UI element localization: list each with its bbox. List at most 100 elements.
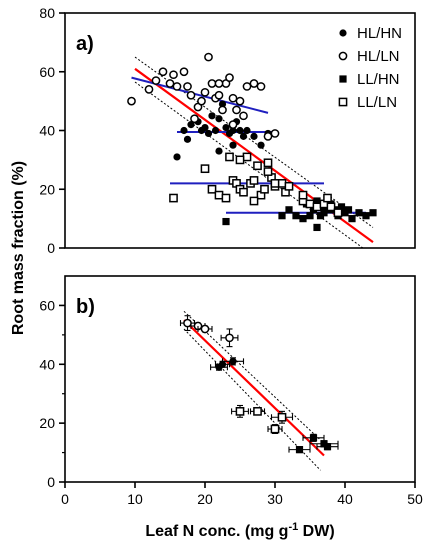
data-point-ll-hn [313, 197, 321, 205]
data-point-hl-hn [215, 115, 223, 123]
data-point-ll-hn [323, 443, 332, 451]
y-tick-label: 60 [39, 297, 55, 313]
data-point-ll-ln [323, 193, 332, 203]
data-point-ll-hn [295, 446, 304, 454]
data-point-ll-ln [249, 196, 259, 206]
y-axis-label: Root mass fraction (%) [10, 161, 27, 335]
panel-b-frame [64, 275, 416, 483]
data-point-ll-hn [348, 215, 356, 223]
data-point-ll-ln [260, 184, 269, 194]
data-point-ll-ln [312, 202, 322, 212]
data-point-hl-hn [208, 112, 216, 120]
data-point-hl-ln [242, 82, 252, 91]
data-point-hl-hn [229, 357, 237, 365]
data-point-ll-ln [235, 407, 245, 416]
data-point-ll-hn [285, 206, 293, 214]
data-point-hl-ln [179, 67, 189, 77]
data-point-ll-ln [270, 424, 280, 434]
data-point-ll-ln [242, 152, 252, 162]
x-tick-label: 20 [197, 491, 213, 507]
y-tick-label: 40 [39, 356, 55, 372]
data-point-ll-ln [277, 412, 287, 422]
data-point-hl-ln [263, 132, 273, 141]
panel-b-label: b) [76, 296, 95, 318]
x-axis-label: Leaf N conc. (mg g-1 DW) [145, 521, 334, 540]
legend-marker [338, 51, 348, 61]
ci-lower-line [134, 81, 364, 248]
legend-label: HL/HN [357, 25, 402, 42]
data-point-hl-ln [207, 79, 217, 88]
panel-a-marks [127, 52, 377, 248]
data-point-hl-ln [190, 114, 199, 124]
data-point-ll-hn [306, 212, 314, 220]
data-point-hl-hn [222, 123, 230, 132]
data-point-hl-ln [225, 73, 234, 82]
legend-label: LL/HN [357, 71, 400, 88]
panel-b-marks [179, 310, 339, 471]
data-point-hl-hn [215, 147, 223, 155]
y-tick-label: 60 [39, 64, 55, 80]
x-axis: 0 10 20 30 40 50 [61, 482, 423, 507]
legend-marker [339, 75, 347, 83]
y-tick-label: 20 [39, 415, 55, 431]
data-point-ll-hn [222, 217, 230, 226]
data-point-ll-hn [369, 209, 377, 217]
data-point-hl-hn [180, 126, 188, 135]
data-point-ll-ln [284, 181, 294, 191]
data-point-hl-ln [270, 129, 280, 138]
y-tick-label: 80 [39, 5, 55, 21]
data-point-hl-ln [256, 82, 266, 91]
legend-label: HL/LN [357, 48, 400, 65]
data-point-hl-ln [249, 79, 259, 88]
panel-a-label: a) [76, 33, 94, 55]
data-point-ll-ln [277, 179, 287, 188]
legend-item: LL/LN [338, 94, 397, 111]
data-point-hl-ln [228, 120, 238, 129]
ci-upper-line [183, 310, 328, 448]
data-point-hl-ln [197, 96, 206, 106]
legend-item: HL/HN [339, 25, 402, 42]
panel-b-y-axis: 0 20 40 60 [39, 297, 65, 490]
data-point-hl-ln [183, 318, 192, 328]
panel-a-y-axis: 0 20 40 60 80 [39, 5, 65, 256]
data-point-ll-hn [355, 209, 363, 217]
data-point-ll-hn [278, 212, 286, 220]
data-point-ll-ln [333, 208, 343, 218]
data-point-hl-ln [214, 79, 224, 88]
data-point-ll-hn [292, 212, 300, 220]
panel-a: 0 20 40 60 80 a) HL/HN HL/LN LL/HN LL/LN [39, 5, 416, 256]
legend-item: HL/LN [338, 48, 400, 65]
data-point-ll-ln [225, 152, 234, 162]
data-point-hl-hn [201, 123, 209, 132]
data-point-ll-ln [298, 190, 308, 200]
data-point-hl-hn [183, 135, 192, 143]
data-point-ll-ln [169, 193, 178, 203]
data-point-hl-ln [186, 90, 196, 100]
x-tick-label: 0 [61, 491, 69, 507]
data-point-hl-hn [239, 132, 248, 140]
panel-b-plot-area [179, 310, 339, 471]
data-point-hl-hn [257, 141, 265, 149]
y-tick-label: 40 [39, 123, 55, 139]
data-point-hl-ln [165, 79, 175, 88]
legend-item: LL/HN [339, 71, 400, 88]
data-point-ll-hn [337, 203, 346, 211]
ci-lower-line [183, 328, 321, 471]
data-point-ll-ln [207, 184, 217, 194]
data-point-ll-hn [299, 215, 307, 223]
data-point-ll-ln [214, 190, 224, 200]
data-point-ll-ln [263, 158, 273, 168]
data-point-ll-ln [200, 164, 210, 174]
data-point-hl-ln [183, 82, 192, 91]
data-point-ll-ln [253, 407, 262, 416]
data-point-ll-ln [239, 187, 248, 197]
data-point-hl-hn [173, 153, 181, 161]
data-point-hl-hn [218, 100, 227, 108]
legend-marker [339, 29, 347, 37]
data-point-ll-hn [309, 434, 318, 442]
y-tick-label: 20 [39, 181, 55, 197]
data-point-hl-ln [144, 85, 154, 94]
data-point-hl-ln [158, 67, 168, 77]
data-point-hl-hn [204, 129, 213, 138]
